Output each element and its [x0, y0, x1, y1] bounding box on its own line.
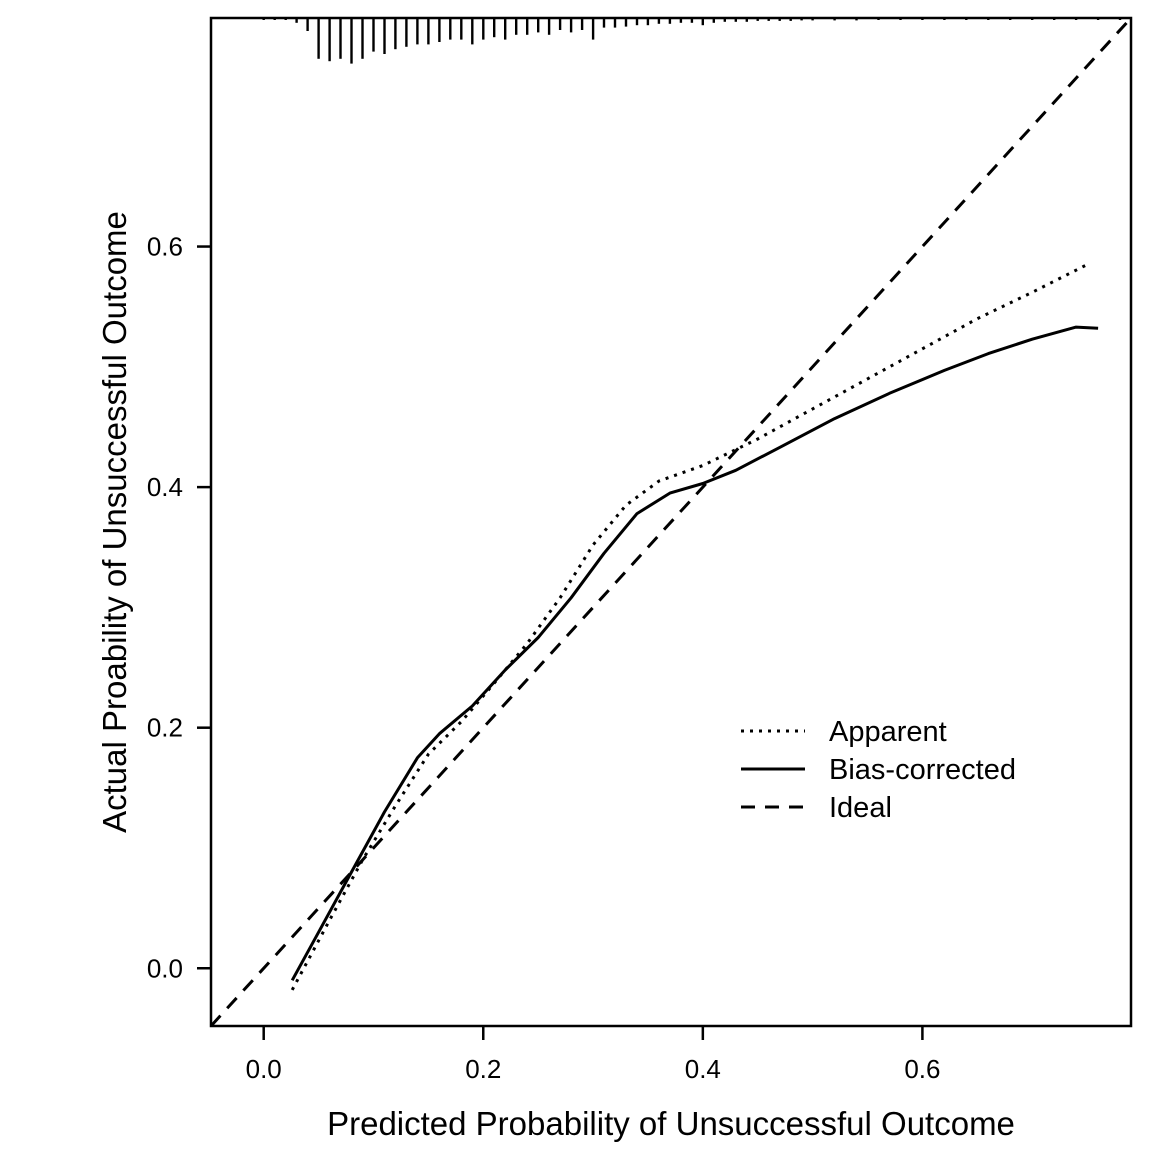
x-tick-label: 0.4 [685, 1054, 721, 1084]
x-axis-title: Predicted Probability of Unsuccessful Ou… [327, 1105, 1015, 1142]
y-axis-title: Actual Proability of Unsuccessful Outcom… [96, 211, 133, 833]
series-line-bias-corrected [290, 325, 1099, 982]
x-tick-label: 0.0 [246, 1054, 282, 1084]
legend: Apparent Bias-corrected Ideal [741, 716, 1016, 824]
x-tick-label: 0.2 [465, 1054, 501, 1084]
series-lines [209, 16, 1133, 1028]
x-axis: 0.0 0.2 0.4 0.6 [246, 1026, 940, 1084]
x-tick-label: 0.6 [904, 1054, 940, 1084]
rug-marks [262, 18, 1122, 64]
legend-label-ideal: Ideal [829, 792, 892, 824]
y-axis: 0.0 0.2 0.4 0.6 [147, 232, 211, 983]
series-line-apparent [290, 263, 1088, 991]
legend-label-apparent: Apparent [829, 716, 947, 748]
y-tick-label: 0.2 [147, 713, 183, 743]
y-tick-label: 0.6 [147, 232, 183, 262]
plot-frame [209, 16, 1133, 1028]
legend-label-bias-corrected: Bias-corrected [829, 754, 1016, 786]
y-tick-label: 0.0 [147, 953, 183, 983]
series-line-ideal [209, 16, 1133, 1028]
y-tick-label: 0.4 [147, 472, 183, 502]
